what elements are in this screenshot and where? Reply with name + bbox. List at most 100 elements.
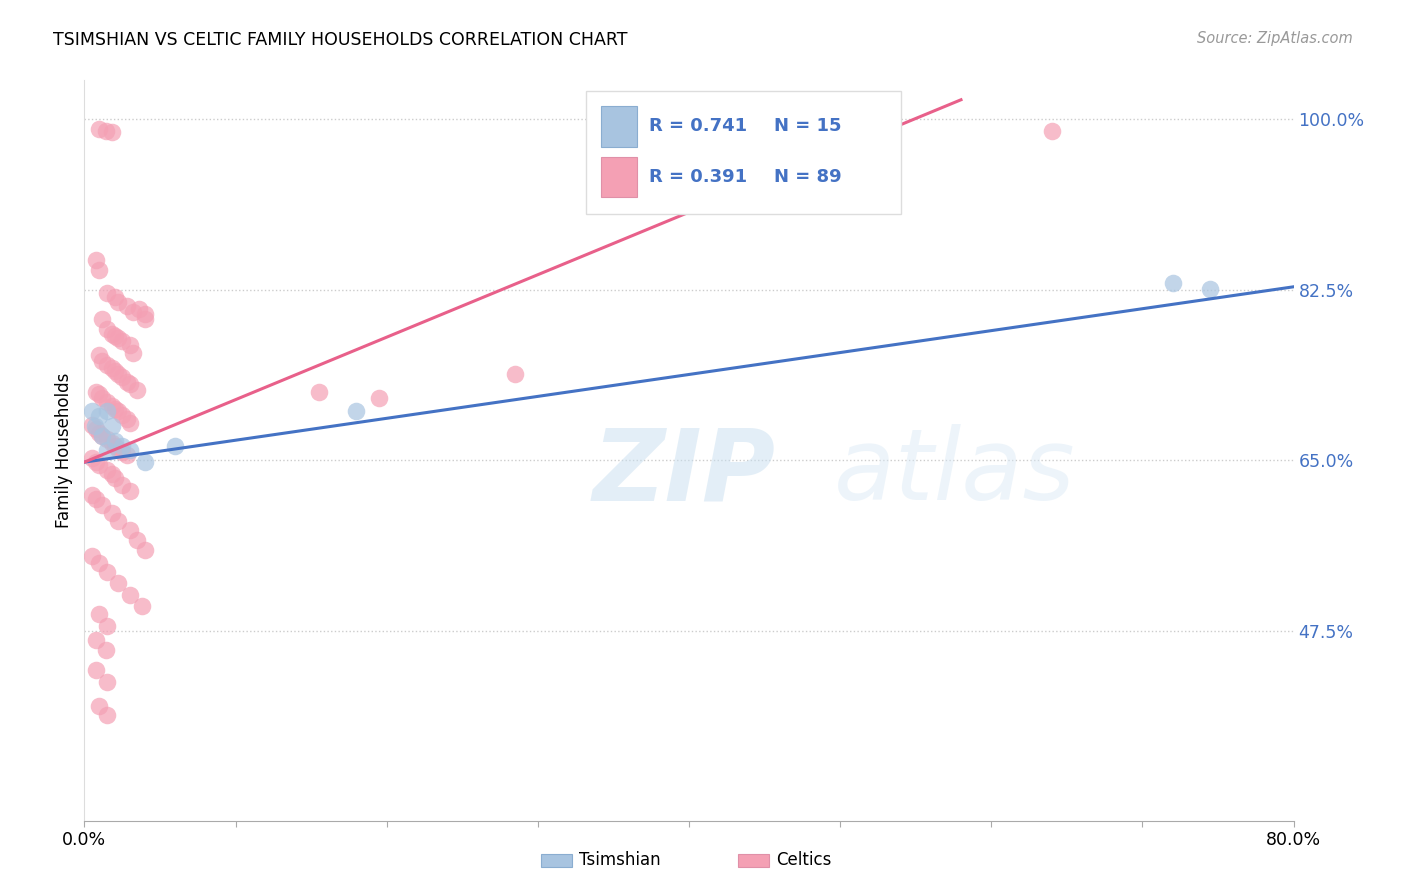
Point: [86, 384, 108, 399]
Point: [121, 346, 143, 360]
Point: [96, 708, 118, 723]
Text: N = 89: N = 89: [773, 168, 841, 186]
Point: [96, 675, 118, 690]
Point: [89, 122, 111, 136]
Point: [134, 307, 156, 321]
Point: [91, 354, 114, 368]
Text: R = 0.391: R = 0.391: [650, 168, 747, 186]
Point: [104, 471, 127, 485]
Point: [91, 429, 114, 443]
Point: [96, 463, 118, 477]
Text: TSIMSHIAN VS CELTIC FAMILY HOUSEHOLDS CORRELATION CHART: TSIMSHIAN VS CELTIC FAMILY HOUSEHOLDS CO…: [53, 31, 628, 49]
Point: [111, 439, 134, 453]
Text: atlas: atlas: [834, 425, 1076, 521]
Point: [503, 368, 526, 382]
Point: [86, 422, 108, 436]
Bar: [600, 156, 637, 197]
Point: [308, 384, 330, 399]
Point: [89, 263, 111, 277]
Point: [104, 439, 127, 453]
Point: [89, 557, 111, 571]
Point: [115, 448, 138, 462]
Point: [1161, 276, 1184, 290]
Text: Celtics: Celtics: [776, 851, 831, 870]
Point: [91, 498, 114, 512]
Point: [1199, 282, 1222, 296]
Point: [131, 599, 153, 614]
Point: [86, 455, 108, 469]
Point: [80, 418, 103, 433]
Point: [91, 391, 114, 405]
Point: [89, 425, 111, 440]
Point: [104, 289, 127, 303]
Point: [89, 458, 111, 472]
Point: [89, 387, 111, 401]
Point: [89, 409, 111, 424]
Point: [80, 488, 103, 502]
Point: [96, 321, 118, 335]
Point: [111, 477, 134, 491]
Point: [100, 360, 122, 375]
Point: [127, 383, 149, 397]
Point: [89, 607, 111, 621]
Point: [80, 404, 103, 418]
Point: [84, 419, 107, 434]
Point: [107, 442, 129, 456]
Point: [104, 401, 127, 416]
Point: [134, 455, 156, 469]
Point: [107, 576, 129, 591]
Point: [96, 619, 118, 633]
Point: [100, 435, 122, 450]
Point: [111, 409, 134, 423]
Point: [96, 566, 118, 580]
Point: [1040, 124, 1063, 138]
Point: [94, 643, 117, 657]
Point: [127, 533, 149, 547]
Point: [107, 404, 129, 418]
Point: [111, 370, 134, 384]
Point: [96, 285, 118, 300]
Point: [96, 358, 118, 372]
Point: [134, 312, 156, 326]
Point: [91, 312, 114, 326]
FancyBboxPatch shape: [586, 91, 901, 213]
Point: [80, 451, 103, 466]
Point: [111, 445, 134, 459]
Point: [89, 348, 111, 362]
Point: [118, 416, 141, 430]
Point: [128, 302, 150, 317]
Point: [368, 391, 391, 405]
Point: [115, 376, 138, 390]
Text: ZIP: ZIP: [592, 425, 775, 521]
Y-axis label: Family Households: Family Households: [55, 373, 73, 528]
Point: [86, 663, 108, 677]
Point: [118, 588, 141, 602]
Point: [86, 633, 108, 648]
Point: [134, 542, 156, 557]
Point: [100, 506, 122, 520]
Point: [100, 467, 122, 481]
Point: [91, 429, 114, 443]
Point: [100, 419, 122, 434]
Point: [118, 338, 141, 352]
Point: [107, 295, 129, 310]
Point: [118, 524, 141, 538]
Point: [115, 412, 138, 426]
Bar: [738, 854, 769, 867]
Point: [100, 326, 122, 341]
Point: [96, 443, 118, 458]
Text: R = 0.741: R = 0.741: [650, 117, 747, 136]
Text: Tsimshian: Tsimshian: [579, 851, 661, 870]
Point: [80, 549, 103, 563]
Point: [165, 439, 187, 453]
Point: [107, 368, 129, 382]
Point: [100, 125, 122, 139]
Point: [86, 253, 108, 268]
Point: [121, 305, 143, 319]
Point: [107, 331, 129, 345]
Point: [115, 299, 138, 313]
Point: [118, 443, 141, 458]
Point: [118, 484, 141, 499]
Point: [346, 404, 368, 418]
Point: [104, 328, 127, 343]
